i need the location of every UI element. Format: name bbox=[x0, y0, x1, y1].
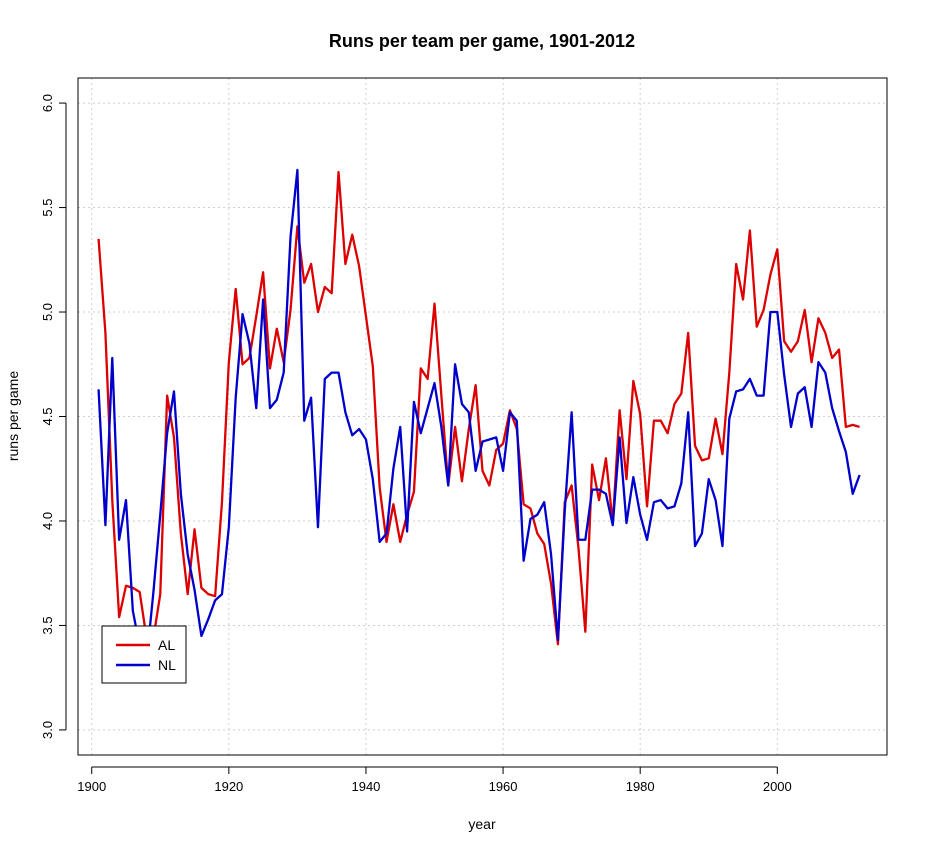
x-tick-label: 1920 bbox=[214, 779, 243, 794]
x-axis: 1900 1920 1940 1960 1980 2000 bbox=[77, 766, 792, 794]
y-tick-label: 3.0 bbox=[40, 721, 55, 739]
x-tick-label: 1900 bbox=[77, 779, 106, 794]
series-line-nl bbox=[97, 168, 861, 663]
series-layer bbox=[97, 168, 861, 663]
y-tick-label: 4.0 bbox=[40, 512, 55, 530]
legend: AL NL bbox=[101, 625, 187, 684]
series-line-al bbox=[97, 170, 860, 646]
y-tick-label: 5.5 bbox=[40, 199, 55, 217]
gridlines bbox=[78, 78, 887, 755]
legend-label-al: AL bbox=[158, 637, 175, 653]
x-tick-label: 2000 bbox=[763, 779, 792, 794]
legend-label-nl: NL bbox=[158, 657, 176, 673]
y-tick-label: 6.0 bbox=[40, 94, 55, 112]
x-tick-label: 1940 bbox=[351, 779, 380, 794]
y-tick-label: 4.5 bbox=[40, 407, 55, 425]
plot-frame bbox=[77, 77, 888, 756]
y-axis-title: runs per game bbox=[5, 371, 21, 461]
y-axis: 3.0 3.5 4.0 4.5 5.0 5.5 6.0 bbox=[40, 94, 67, 739]
y-tick-label: 5.0 bbox=[40, 303, 55, 321]
series-points-nl bbox=[98, 169, 860, 661]
series-points-al bbox=[98, 172, 860, 645]
chart-title: Runs per team per game, 1901-2012 bbox=[329, 31, 635, 51]
legend-box bbox=[101, 625, 187, 684]
x-axis-title: year bbox=[468, 816, 496, 832]
x-tick-label: 1980 bbox=[626, 779, 655, 794]
y-tick-label: 3.5 bbox=[40, 616, 55, 634]
x-tick-label: 1960 bbox=[489, 779, 518, 794]
